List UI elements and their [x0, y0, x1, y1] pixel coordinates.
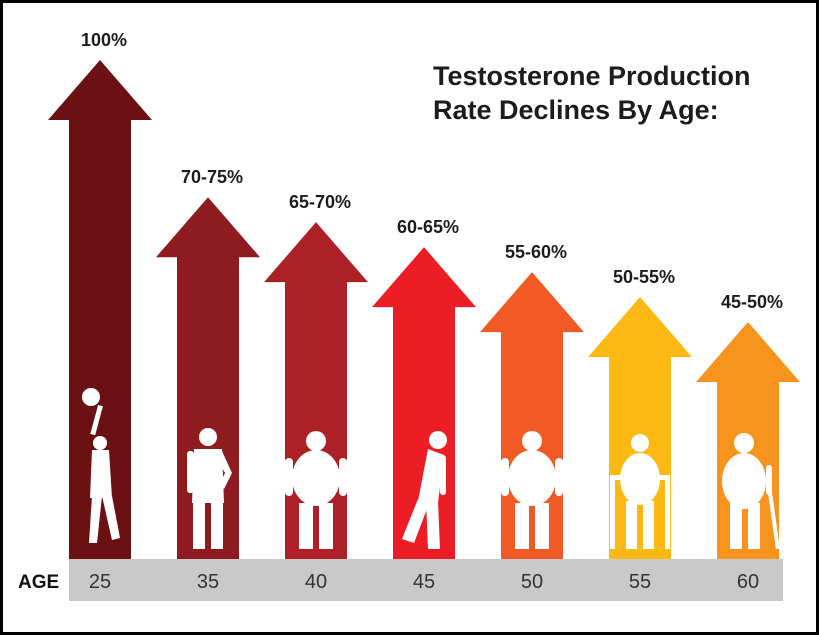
age-tick-label: 25	[89, 571, 111, 593]
percent-label: 100%	[81, 30, 127, 50]
man-overweight-figure-part	[306, 431, 326, 451]
man-overweight-figure-part	[292, 450, 340, 506]
arrow-bar	[48, 60, 152, 559]
man-overweight-figure-part	[299, 503, 313, 549]
man-overweight-figure-part	[555, 458, 563, 496]
man-overweight-figure-part	[501, 458, 509, 496]
age-axis-label: AGE	[18, 572, 59, 593]
arrow-bar	[480, 272, 584, 559]
arrow-chart: AGE 100% 25 70-75% 35 65-70% 40 60-65% 45 55-60%…	[18, 30, 800, 601]
man-overweight-figure-part	[522, 431, 542, 451]
arrow-bar	[264, 222, 368, 560]
arrow-45: 60-65% 45	[372, 217, 476, 593]
man-overweight-figure-part	[285, 458, 293, 496]
percent-label: 65-70%	[289, 192, 351, 212]
man-overweight-figure-part	[535, 503, 549, 549]
percent-label: 45-50%	[721, 292, 783, 312]
man-overweight-figure-part	[508, 450, 556, 506]
child-jumping-figure-part	[82, 388, 100, 406]
arrow-bar	[588, 297, 692, 559]
man-bent-figure-part	[418, 449, 444, 503]
man-overweight-figure-part	[319, 503, 333, 549]
age-band	[69, 559, 783, 601]
man-walker-figure-part	[626, 501, 637, 549]
chart-title: Testosterone Production Rate Declines By…	[433, 59, 803, 127]
chart-title-line-2: Rate Declines By Age:	[433, 95, 719, 125]
chart-title-line-1: Testosterone Production	[433, 61, 751, 91]
arrow-group: 100% 25 70-75% 35 65-70% 40 60-65% 45 55-60% 50 50…	[48, 30, 800, 593]
man-bent-figure-part	[440, 455, 446, 495]
arrow-bar	[372, 247, 476, 559]
man-cane-figure-part	[766, 465, 772, 495]
man-cane-figure-part	[768, 492, 780, 550]
arrow-35: 70-75% 35	[156, 167, 260, 593]
man-cane-figure-part	[734, 433, 754, 453]
man-cane-figure-part	[748, 503, 760, 549]
man-overweight-figure-part	[339, 458, 347, 496]
age-tick-label: 60	[737, 571, 759, 593]
man-standing-figure-part	[218, 451, 232, 489]
age-tick-label: 55	[629, 571, 651, 593]
age-tick-label: 40	[305, 571, 327, 593]
arrow-40: 65-70% 40	[264, 192, 368, 593]
man-standing-figure-part	[211, 501, 223, 549]
percent-label: 55-60%	[505, 242, 567, 262]
man-cane-figure-part	[722, 453, 766, 509]
child-jumping-figure-part	[93, 436, 107, 450]
man-cane-figure-part	[730, 503, 742, 549]
man-standing-figure-part	[187, 451, 194, 493]
percent-label: 50-55%	[613, 267, 675, 287]
age-tick-label: 50	[521, 571, 543, 593]
arrow-50: 55-60% 50	[480, 242, 584, 593]
man-walker-figure-part	[643, 501, 654, 549]
child-jumping-figure-part	[89, 496, 102, 543]
man-standing-figure-part	[193, 501, 205, 549]
arrow-25: 100% 25	[48, 30, 152, 593]
arrow-60: 45-50% 60	[696, 292, 800, 593]
percent-label: 70-75%	[181, 167, 243, 187]
man-standing-figure-part	[199, 428, 217, 446]
child-jumping-figure-part	[102, 496, 120, 540]
arrow-bar	[156, 197, 260, 559]
man-overweight-figure-part	[515, 503, 529, 549]
man-bent-figure-part	[426, 501, 440, 549]
man-standing-figure-part	[192, 449, 224, 503]
arrow-55: 50-55% 55	[588, 267, 692, 593]
man-walker-figure-part	[665, 477, 670, 549]
age-tick-label: 45	[413, 571, 435, 593]
man-walker-figure-part	[610, 477, 615, 549]
age-tick-label: 35	[197, 571, 219, 593]
percent-label: 60-65%	[397, 217, 459, 237]
man-bent-figure-part	[402, 499, 430, 543]
man-walker-figure-part	[631, 434, 649, 452]
man-walker-figure-part	[610, 475, 670, 480]
child-jumping-figure-part	[90, 450, 112, 498]
child-jumping-figure-part	[90, 404, 103, 436]
man-bent-figure-part	[429, 431, 447, 449]
